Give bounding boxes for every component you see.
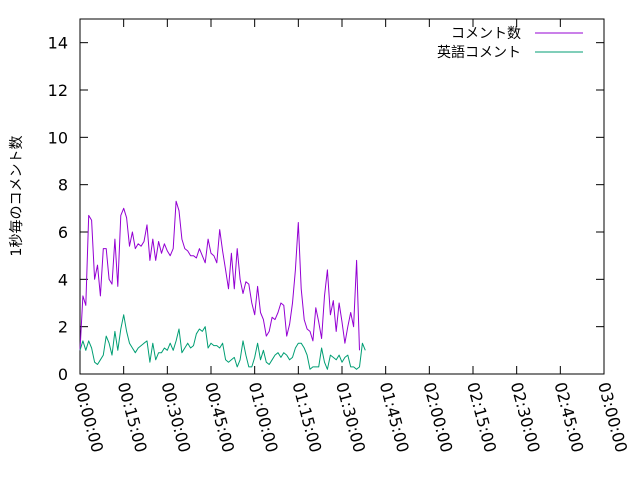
y-tick-label: 0 [58, 365, 68, 384]
x-tick-label: 00:00:00 [70, 380, 107, 454]
x-tick-label: 00:15:00 [114, 380, 151, 454]
legend-label: 英語コメント [437, 44, 521, 61]
y-axis: 0 2 4 6 8 10 12 14 [48, 34, 604, 384]
x-tick-label: 02:15:00 [463, 380, 500, 454]
x-tick-label: 01:15:00 [288, 380, 325, 454]
y-tick-label: 14 [48, 34, 68, 53]
x-tick-label: 02:00:00 [419, 380, 456, 454]
y-tick-label: 2 [58, 318, 68, 337]
legend-label: コメント数 [451, 26, 521, 42]
x-tick-label: 01:00:00 [245, 380, 282, 454]
x-axis: 00:00:00 00:15:00 00:30:00 00:45:00 01:00:00… [70, 19, 631, 454]
y-tick-label: 12 [48, 81, 68, 100]
y-tick-label: 6 [58, 223, 68, 242]
series-layer [79, 200, 366, 370]
y-tick-label: 10 [48, 128, 68, 147]
y-axis-label: 1秒毎のコメント数 [9, 136, 25, 257]
x-tick-label: 02:30:00 [507, 380, 544, 454]
series-line-2 [79, 314, 366, 370]
y-tick-label: 8 [58, 176, 68, 195]
x-tick-label: 03:00:00 [594, 380, 631, 454]
x-tick-label: 01:30:00 [332, 380, 369, 454]
y-tick-label: 4 [58, 270, 68, 289]
x-tick-label: 00:30:00 [157, 380, 194, 454]
x-tick-label: 00:45:00 [201, 380, 238, 454]
x-tick-label: 01:45:00 [376, 380, 413, 454]
x-tick-label: 02:45:00 [550, 380, 587, 454]
series-line-1 [79, 200, 360, 351]
